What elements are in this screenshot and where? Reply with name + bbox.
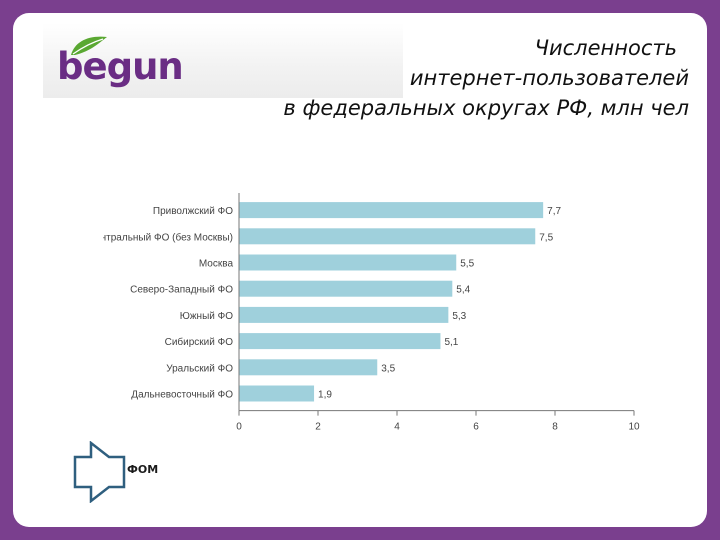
data-label: 3,5 <box>381 363 395 374</box>
x-tick-label: 10 <box>628 422 640 433</box>
bar <box>239 306 449 323</box>
data-label: 1,9 <box>318 390 332 401</box>
category-label: Центральный ФО (без Москвы) <box>103 231 233 243</box>
category-label: Дальневосточный ФО <box>131 390 233 401</box>
data-label: 5,3 <box>452 311 466 322</box>
bar <box>239 228 536 245</box>
category-label: Южный ФО <box>180 311 233 322</box>
logo-text: begun <box>57 45 184 88</box>
logo-banner: begun <box>43 23 403 98</box>
title-line-3: в федеральных округах РФ, млн чел <box>283 96 689 120</box>
arrow-callout-icon <box>73 440 126 504</box>
x-tick-label: 2 <box>315 422 321 433</box>
title-line-2: интернет-пользователей <box>409 66 689 90</box>
data-label: 7,7 <box>547 206 561 217</box>
bar <box>239 359 378 376</box>
data-label: 7,5 <box>539 232 553 243</box>
source-note: ФОМ <box>67 440 167 504</box>
bar <box>239 202 544 219</box>
category-label: Приволжский ФО <box>153 206 233 217</box>
source-label: ФОМ <box>127 463 159 476</box>
data-label: 5,5 <box>460 259 474 270</box>
bar <box>239 333 441 350</box>
title-line-1: Численность <box>534 36 677 60</box>
bar-chart: Приволжский ФО 7,7 Центральный ФО (без Мос… <box>103 193 640 433</box>
category-label: Сибирский ФО <box>165 336 234 348</box>
category-label: Северо-Западный ФО <box>130 285 233 296</box>
begun-logo: begun <box>57 36 207 97</box>
slide: begun Численность интернет-пользователей… <box>13 13 707 527</box>
data-label: 5,1 <box>444 337 458 348</box>
x-tick-label: 8 <box>552 422 558 433</box>
leaf-icon <box>71 36 107 55</box>
x-tick-label: 0 <box>236 422 242 433</box>
bar <box>239 254 457 271</box>
bar <box>239 385 315 402</box>
x-tick-label: 4 <box>394 422 400 433</box>
bar <box>239 280 453 297</box>
slide-title: Численность интернет-пользователей в фед… <box>283 33 689 123</box>
data-label: 5,4 <box>456 285 470 296</box>
category-label: Уральский ФО <box>166 363 233 374</box>
x-tick-label: 6 <box>473 422 479 433</box>
category-label: Москва <box>199 259 234 270</box>
